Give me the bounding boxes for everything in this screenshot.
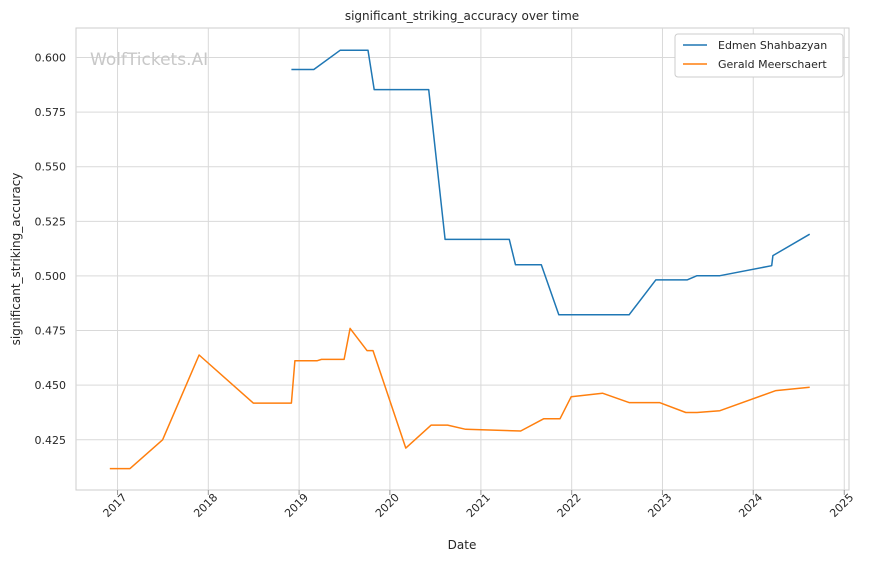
chart-title: significant_striking_accuracy over time	[345, 9, 579, 23]
legend-box	[674, 33, 844, 78]
y-tick-label: 0.550	[35, 161, 67, 174]
y-tick-label: 0.575	[35, 106, 67, 119]
legend: Edmen Shahbazyan Gerald Meerschaert	[674, 33, 844, 78]
y-axis-label: significant_striking_accuracy	[9, 173, 23, 346]
y-tick-label: 0.500	[35, 270, 67, 283]
y-tick-label: 0.475	[35, 325, 67, 338]
y-axis: 0.425 0.450 0.475 0.500 0.525 0.550 0.575 0.600	[35, 51, 67, 446]
y-tick-label: 0.425	[35, 434, 67, 447]
grid	[76, 28, 849, 490]
legend-entry-label: Edmen Shahbazyan	[718, 39, 827, 52]
y-tick-label: 0.525	[35, 215, 67, 228]
plot-area	[75, 27, 850, 491]
watermark: WolfTickets.AI	[90, 50, 208, 70]
y-tick-label: 0.600	[35, 51, 67, 64]
y-tick-label: 0.450	[35, 379, 67, 392]
series-line-1	[109, 327, 810, 470]
series-line-0	[291, 49, 811, 316]
legend-entry-label: Gerald Meerschaert	[718, 58, 827, 71]
x-axis-label: Date	[448, 538, 477, 552]
series-lines	[109, 49, 811, 470]
